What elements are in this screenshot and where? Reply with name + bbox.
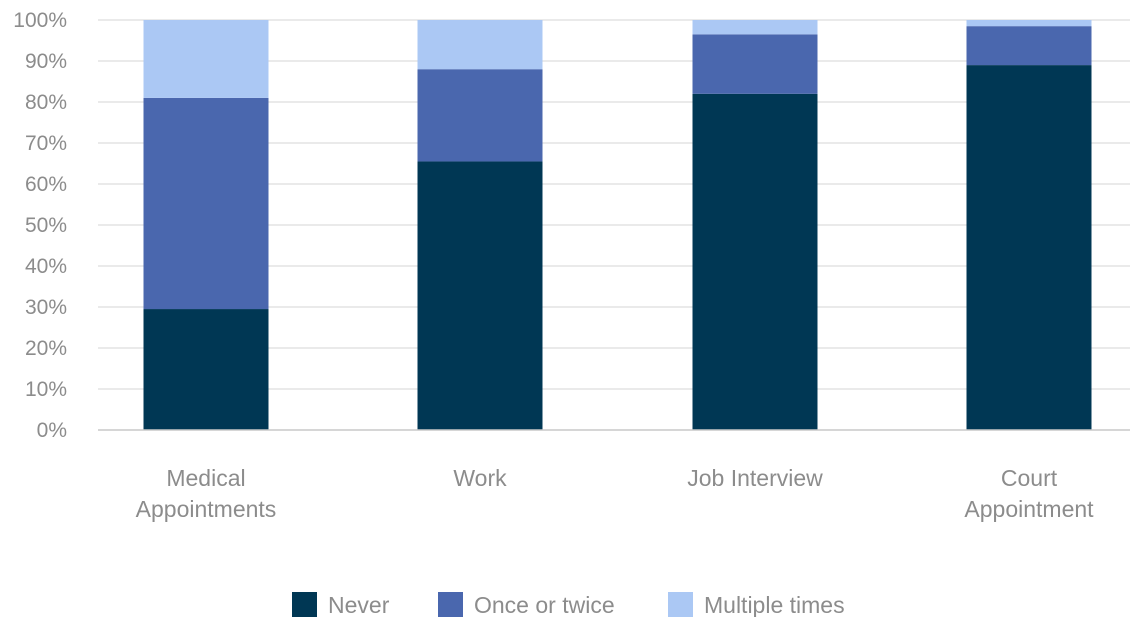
y-tick-label: 80% <box>25 91 67 114</box>
bar-segment <box>417 161 543 430</box>
y-tick-label: 0% <box>37 419 67 442</box>
y-tick-label: 70% <box>25 132 67 155</box>
x-axis-categories: Medical Appointments Work Job Interview Cour… <box>136 465 1094 522</box>
y-tick-label: 40% <box>25 255 67 278</box>
legend-label: Multiple times <box>704 592 845 617</box>
y-tick-label: 10% <box>25 378 67 401</box>
x-category-label: Work <box>453 465 507 491</box>
x-category-label: Court Appointment <box>964 465 1094 522</box>
x-category-label: Medical Appointments <box>136 465 277 522</box>
bar-segment <box>143 20 269 98</box>
legend-item: Never <box>292 592 390 618</box>
y-tick-label: 90% <box>25 50 67 73</box>
bar-segment <box>143 309 269 430</box>
gridlines <box>98 19 1130 390</box>
bar-segment <box>692 34 818 94</box>
bar-segment <box>692 20 818 35</box>
x-category-label: Job Interview <box>687 465 823 491</box>
bars <box>143 20 1092 431</box>
bar-segment <box>417 69 543 162</box>
y-tick-label: 60% <box>25 173 67 196</box>
legend-item: Multiple times <box>668 592 845 618</box>
bar-segment <box>143 97 269 310</box>
bar-segment <box>966 20 1092 27</box>
legend-item: Once or twice <box>438 592 615 618</box>
legend-label: Once or twice <box>474 592 615 617</box>
legend-swatch <box>438 592 463 617</box>
bar-segment <box>966 65 1092 430</box>
legend-swatch <box>292 592 317 617</box>
bar-segment <box>692 93 818 431</box>
y-tick-label: 30% <box>25 296 67 319</box>
y-tick-label: 50% <box>25 214 67 237</box>
bar-segment <box>417 20 543 70</box>
y-axis-ticks: 0% 10% 20% 30% 40% 50% 60% 70% 80% 90% 100% <box>13 9 67 442</box>
legend-label: Never <box>328 592 390 617</box>
y-tick-label: 20% <box>25 337 67 360</box>
legend-swatch <box>668 592 693 617</box>
y-tick-label: 100% <box>13 9 67 32</box>
bar-segment <box>966 26 1092 66</box>
legend: Never Once or twice Multiple times <box>292 592 845 618</box>
